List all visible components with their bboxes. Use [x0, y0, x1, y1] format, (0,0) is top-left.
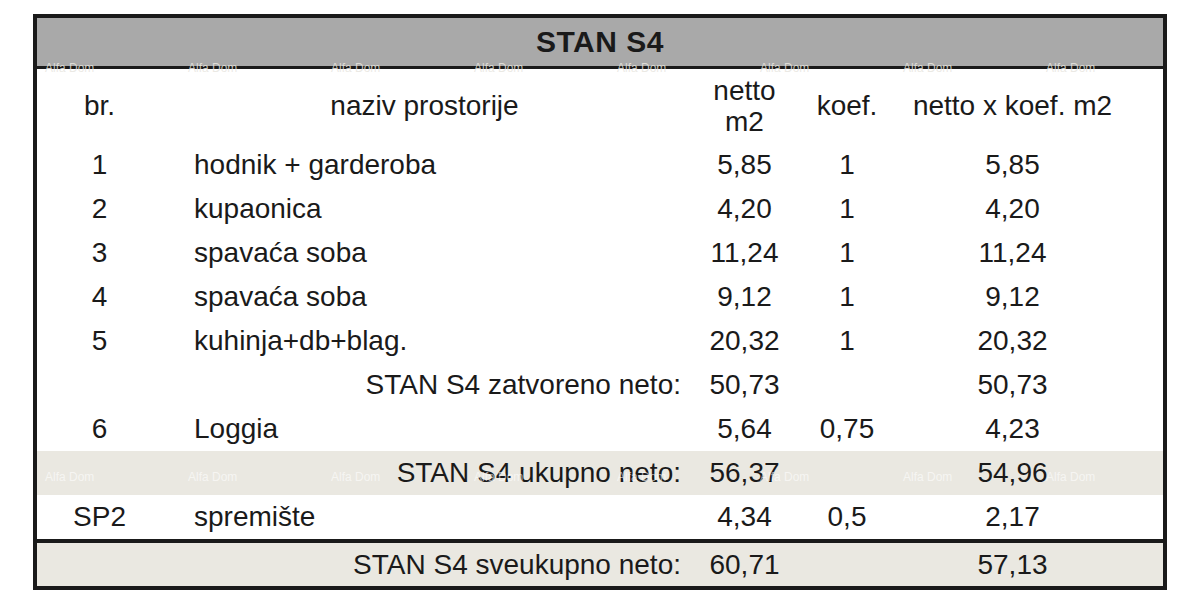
cell-koef: 1 — [802, 193, 892, 224]
summary-row: STAN S4 zatvoreno neto:50,7350,73 — [37, 363, 1163, 407]
cell-netto: 11,24 — [687, 237, 802, 268]
table-row: 2kupaonica4,2014,20 — [37, 187, 1163, 231]
cell-netto: 4,20 — [687, 193, 802, 224]
column-header-netto_koef: netto x koef. m2 — [892, 90, 1163, 121]
cell-naziv: hodnik + garderoba — [162, 149, 687, 180]
table-row: 6Loggia5,640,754,23 — [37, 407, 1163, 451]
cell-netto_koef: 4,20 — [892, 193, 1163, 224]
cell-koef: 0,5 — [802, 501, 892, 532]
cell-netto: 5,85 — [687, 149, 802, 180]
cell-netto_koef: 5,85 — [892, 149, 1163, 180]
cell-netto_koef: 50,73 — [892, 369, 1163, 400]
cell-naziv: Loggia — [162, 413, 687, 444]
cell-naziv: kupaonica — [162, 193, 687, 224]
table-row: 5kuhinja+db+blag.20,32120,32 — [37, 319, 1163, 363]
cell-koef: 1 — [802, 149, 892, 180]
table-row: SP2spremište4,340,52,17 — [37, 495, 1163, 539]
cell-naziv: spavaća soba — [162, 237, 687, 268]
cell-netto: 50,73 — [687, 369, 802, 400]
cell-netto_koef: 4,23 — [892, 413, 1163, 444]
area-table: STAN S4 br.naziv prostorijenetto m2koef.… — [33, 14, 1167, 590]
cell-koef: 1 — [802, 237, 892, 268]
summary-row: STAN S4 ukupno neto:56,37 54,96 — [37, 451, 1163, 495]
cell-koef: 1 — [802, 281, 892, 312]
table-body: 1hodnik + garderoba5,8515,852kupaonica4,… — [37, 143, 1163, 586]
cell-naziv: spremište — [162, 501, 687, 532]
cell-netto: 4,34 — [687, 501, 802, 532]
cell-netto_koef: 20,32 — [892, 325, 1163, 356]
table-row: 3spavaća soba11,24111,24 — [37, 231, 1163, 275]
cell-koef: 0,75 — [802, 413, 892, 444]
cell-br: 3 — [37, 237, 162, 268]
cell-br: 2 — [37, 193, 162, 224]
cell-naziv: spavaća soba — [162, 281, 687, 312]
cell-br: 6 — [37, 413, 162, 444]
cell-netto: 56,37 — [687, 457, 802, 488]
cell-naziv: STAN S4 ukupno neto: — [162, 457, 687, 488]
cell-br: 1 — [37, 149, 162, 180]
column-header-naziv: naziv prostorije — [162, 90, 687, 121]
cell-netto_koef: 11,24 — [892, 237, 1163, 268]
table-row: 1hodnik + garderoba5,8515,85 — [37, 143, 1163, 187]
table-title-bar: STAN S4 — [37, 18, 1163, 69]
cell-netto: 20,32 — [687, 325, 802, 356]
column-header-br: br. — [37, 90, 162, 121]
table-row: 4spavaća soba9,1219,12 — [37, 275, 1163, 319]
cell-netto: 9,12 — [687, 281, 802, 312]
column-header-netto: netto m2 — [687, 75, 802, 138]
cell-br: SP2 — [37, 501, 162, 532]
cell-netto_koef: 2,17 — [892, 501, 1163, 532]
column-header-koef: koef. — [802, 90, 892, 121]
cell-br: 4 — [37, 281, 162, 312]
cell-naziv: STAN S4 zatvoreno neto: — [162, 369, 687, 400]
summary-row: STAN S4 sveukupno neto:60,71 57,13 — [37, 539, 1163, 586]
cell-koef: 1 — [802, 325, 892, 356]
cell-naziv: kuhinja+db+blag. — [162, 325, 687, 356]
cell-netto_koef: 54,96 — [892, 457, 1163, 488]
cell-netto_koef: 57,13 — [892, 549, 1163, 580]
cell-netto: 5,64 — [687, 413, 802, 444]
cell-netto_koef: 9,12 — [892, 281, 1163, 312]
table-title: STAN S4 — [536, 25, 664, 59]
table-header-row: br.naziv prostorijenetto m2koef.netto x … — [37, 69, 1163, 143]
cell-br: 5 — [37, 325, 162, 356]
cell-netto: 60,71 — [687, 549, 802, 580]
cell-naziv: STAN S4 sveukupno neto: — [162, 549, 687, 580]
